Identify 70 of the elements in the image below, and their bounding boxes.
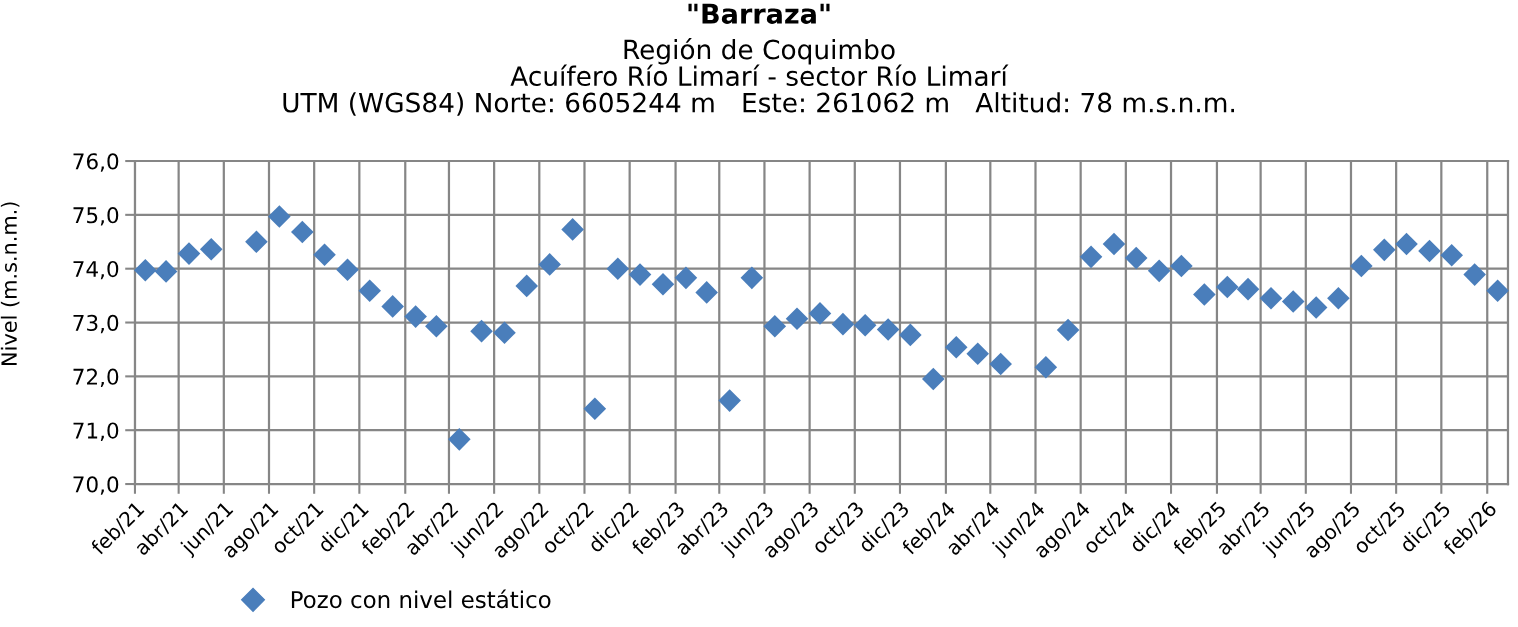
point xyxy=(583,397,607,420)
point xyxy=(1281,290,1305,313)
point xyxy=(1034,355,1058,379)
point xyxy=(1395,232,1418,256)
point xyxy=(1259,287,1283,310)
point xyxy=(1147,259,1171,283)
point xyxy=(876,318,900,341)
y-tick-label: 76,0 xyxy=(73,153,119,172)
y-tick-label: 73,0 xyxy=(73,314,119,334)
point xyxy=(763,315,787,338)
point xyxy=(425,315,448,338)
point xyxy=(1170,254,1193,278)
point xyxy=(651,273,675,296)
point xyxy=(808,302,832,325)
point xyxy=(718,389,741,412)
point xyxy=(1373,238,1396,262)
point xyxy=(695,281,718,304)
point xyxy=(1418,239,1441,263)
point xyxy=(1304,296,1328,319)
point xyxy=(1124,246,1148,270)
y-tick-label: 72,0 xyxy=(73,368,119,388)
point xyxy=(831,312,855,336)
point xyxy=(628,263,652,286)
point xyxy=(538,253,561,276)
point xyxy=(1486,279,1509,303)
point xyxy=(922,367,945,391)
point xyxy=(177,242,201,265)
point xyxy=(381,295,404,318)
y-tick-label: 74,0 xyxy=(73,260,119,280)
point xyxy=(515,274,539,298)
point xyxy=(785,307,809,331)
point xyxy=(1236,277,1260,301)
point xyxy=(470,319,493,343)
point xyxy=(1463,263,1486,286)
point xyxy=(966,342,990,366)
point xyxy=(1079,245,1103,269)
point xyxy=(1350,254,1373,278)
point xyxy=(199,238,223,261)
point xyxy=(899,323,922,347)
point xyxy=(674,266,698,290)
point xyxy=(1193,283,1216,306)
point xyxy=(1327,287,1350,310)
point xyxy=(268,205,291,228)
point xyxy=(358,279,382,303)
point xyxy=(493,321,516,345)
point xyxy=(336,258,359,282)
point xyxy=(989,352,1012,376)
point xyxy=(853,313,877,337)
point xyxy=(313,243,336,266)
point xyxy=(245,230,268,254)
point xyxy=(606,257,630,280)
point xyxy=(404,305,427,328)
point xyxy=(561,218,584,241)
point xyxy=(448,428,471,451)
y-axis-title: Nivel (m.s.n.m.) xyxy=(0,202,20,365)
legend-label: Pozo con nivel estático xyxy=(291,589,551,609)
y-tick-label: 71,0 xyxy=(73,422,119,441)
y-tick-label: 75,0 xyxy=(73,207,119,226)
y-tick-label: 70,0 xyxy=(73,476,119,495)
point xyxy=(740,266,764,290)
chart-subtitle: Región de Coquimbo Acuífero Río Limarí - sector Río Limarí UTM (WGS84) Norte: 6605244 m Este: 261062 m Altitud: 78 m.s.n.m. xyxy=(283,38,1234,116)
point xyxy=(154,260,178,283)
point xyxy=(1102,232,1126,256)
point xyxy=(944,336,968,359)
point xyxy=(1216,275,1239,299)
point xyxy=(1056,318,1080,342)
point xyxy=(1440,243,1463,267)
chart-title: "Barraza" xyxy=(688,3,830,24)
point xyxy=(291,220,314,244)
point xyxy=(134,259,157,282)
